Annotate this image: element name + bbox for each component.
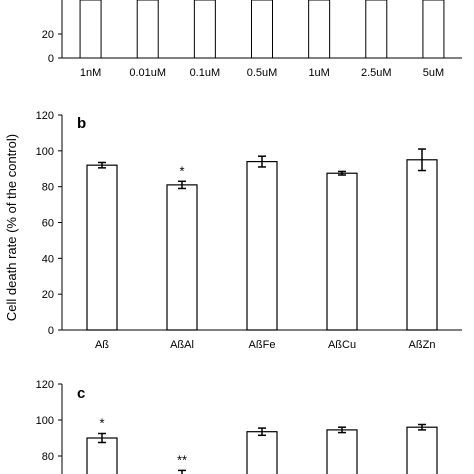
bar (193, 0, 216, 59)
y-tick-label: 80 (42, 182, 54, 194)
bar (166, 184, 198, 331)
y-tick-label: 120 (36, 110, 54, 122)
y-tick-label: 20 (42, 29, 54, 41)
y-tick-label: 120 (36, 379, 54, 391)
bar (406, 159, 438, 331)
x-tick-label: 0.5uM (247, 67, 278, 79)
bar (422, 0, 445, 59)
y-tick-label: 0 (48, 325, 54, 337)
x-tick-label: AßZn (409, 339, 436, 351)
significance-mark: * (179, 163, 184, 178)
y-tick-label: 60 (42, 218, 54, 230)
x-tick-label: AßAl (170, 339, 194, 351)
x-tick-label: 0.01uM (129, 67, 166, 79)
x-tick-label: 2.5uM (361, 67, 392, 79)
x-tick-label: 1nM (80, 67, 101, 79)
x-tick-label: AßCu (328, 339, 356, 351)
bar (326, 429, 358, 474)
y-tick-label: 100 (36, 415, 54, 427)
x-tick-label: 1uM (308, 67, 329, 79)
bar (246, 160, 278, 331)
x-tick-label: AßFe (249, 339, 276, 351)
x-tick-label: Aß (95, 339, 109, 351)
bar (365, 0, 388, 59)
panel-label: b (77, 115, 86, 132)
panel-label: c (77, 385, 85, 402)
bar (251, 0, 273, 59)
bar (86, 164, 118, 331)
bar (246, 431, 278, 474)
y-tick-label: 40 (42, 253, 54, 265)
bar (79, 0, 102, 59)
bar (326, 172, 358, 331)
bar (136, 0, 159, 59)
significance-mark: * (99, 416, 104, 431)
x-tick-label: 5uM (423, 67, 444, 79)
bar (86, 437, 118, 474)
bar (406, 426, 438, 474)
y-axis-title: Cell death rate (% of the control) (4, 134, 19, 321)
y-tick-label: 80 (42, 451, 54, 463)
x-tick-label: 0.1uM (190, 67, 221, 79)
bar (308, 0, 331, 59)
y-tick-label: 20 (42, 289, 54, 301)
significance-mark: ** (177, 452, 187, 467)
y-tick-label: 0 (48, 53, 54, 65)
y-tick-label: 100 (36, 146, 54, 158)
